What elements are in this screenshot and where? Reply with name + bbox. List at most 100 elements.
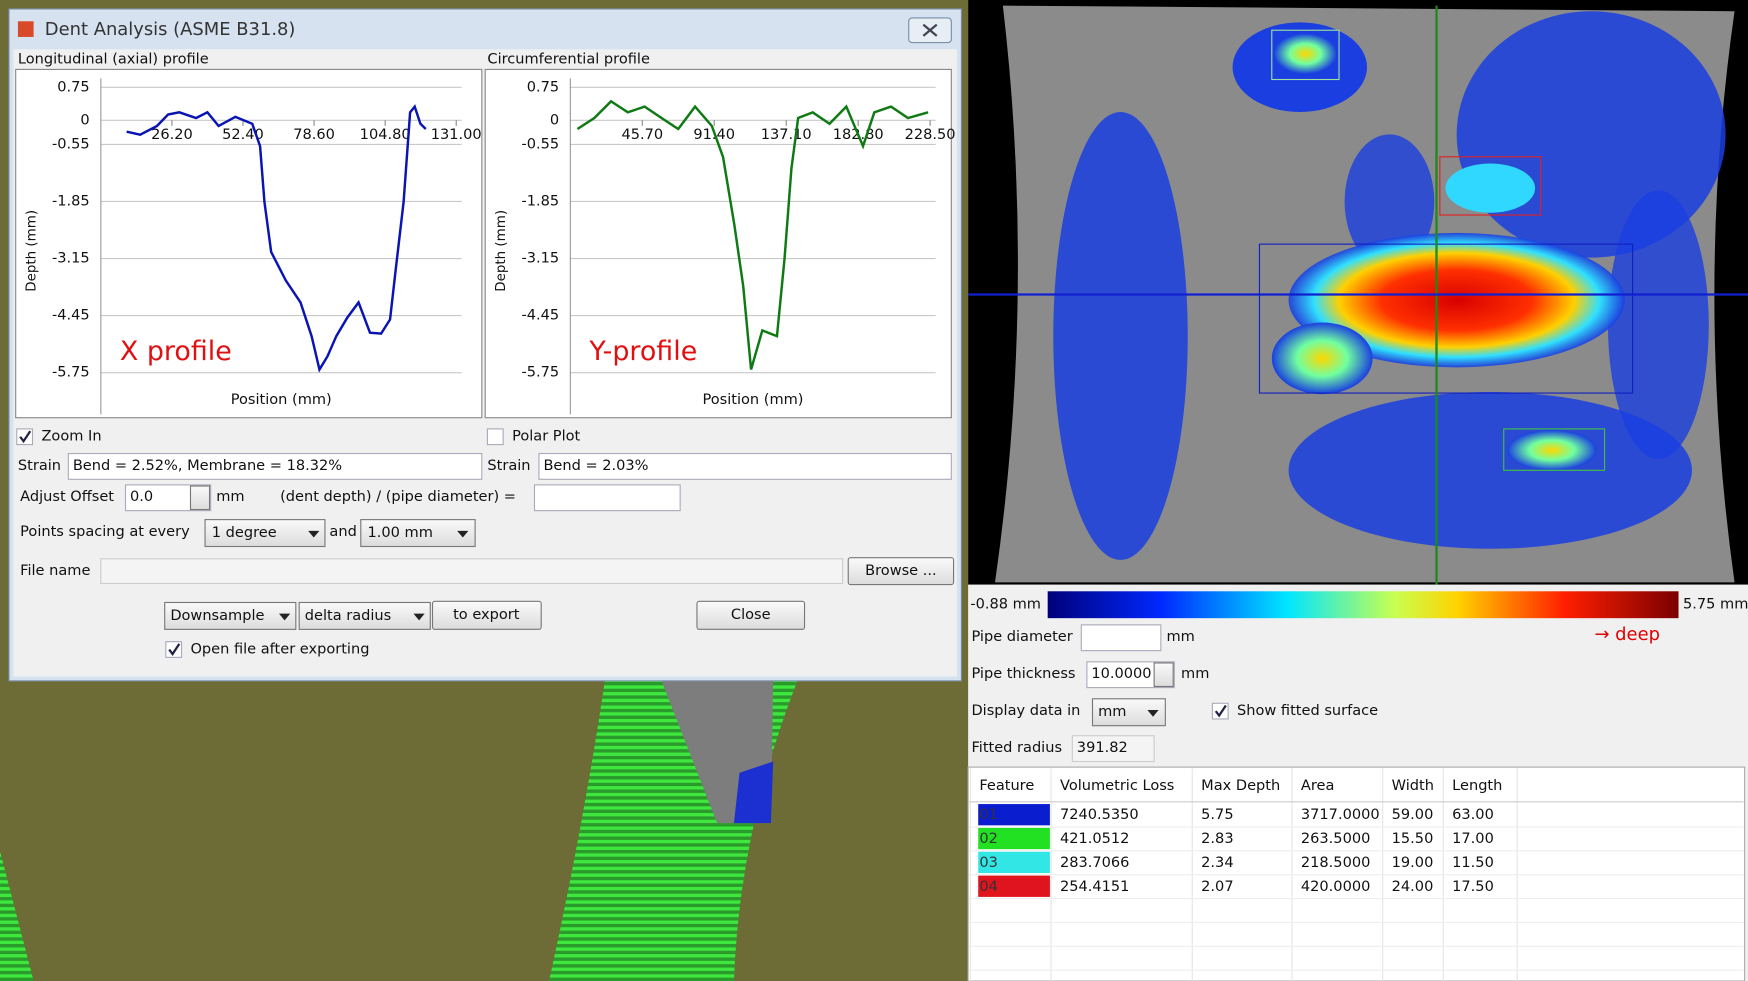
y-tick-label: -5.75 <box>521 364 559 381</box>
display-unit-value: mm <box>1098 703 1126 720</box>
pipe-thickness-label: Pipe thickness <box>971 665 1075 682</box>
and-label: and <box>329 523 356 540</box>
y-tick-label: -1.85 <box>521 192 559 209</box>
polar-plot-label: Polar Plot <box>512 428 580 445</box>
annotation: Y-profile <box>588 336 697 367</box>
y-tick-label: -0.55 <box>521 135 559 152</box>
downsample-label: Downsample <box>170 607 264 624</box>
annotation: X profile <box>120 336 232 367</box>
charts: Longitudinal (axial) profile 0.75 0 -0.55 -1… <box>16 50 956 417</box>
table-cell: 24.00 <box>1392 878 1434 895</box>
strain-value: Bend = 2.52%, Membrane = 18.32% <box>73 457 342 474</box>
x-axis-label: Position (mm) <box>702 391 803 408</box>
table-cell: 7240.5350 <box>1060 806 1139 823</box>
y-tick-label: 0.75 <box>57 78 89 95</box>
table-cell: 5.75 <box>1201 806 1233 823</box>
adjust-offset-label: Adjust Offset <box>20 488 114 505</box>
export-label: to export <box>453 606 520 623</box>
y-tick-label: 0 <box>550 111 559 128</box>
colorbar-min: -0.88 mm <box>970 596 1041 613</box>
y-axis-label: Depth (mm) <box>24 210 39 292</box>
y-tick-label: -5.75 <box>52 364 90 381</box>
x-tick-label: 131.00 <box>431 126 482 143</box>
table-cell: 3717.0000 <box>1301 806 1380 823</box>
y-tick-label: 0 <box>80 111 89 128</box>
x-tick-label: 78.60 <box>293 126 335 143</box>
length-value: 1.00 mm <box>368 524 433 541</box>
y-tick-label: -3.15 <box>52 250 90 267</box>
file-name-label: File name <box>20 562 90 579</box>
feature-region <box>1507 430 1597 470</box>
x-tick-label: 45.70 <box>621 126 663 143</box>
unit-label: mm <box>1166 628 1194 645</box>
feature-region <box>1445 164 1535 213</box>
angle-value: 1 degree <box>212 524 277 541</box>
y-tick-label: -3.15 <box>521 250 559 267</box>
zoom-in-label: Zoom In <box>41 428 101 445</box>
strain-value: Bend = 2.03% <box>543 457 648 474</box>
y-tick-label: -4.45 <box>521 307 559 324</box>
close-label: Close <box>731 606 771 623</box>
table-cell: 263.5000 <box>1301 830 1370 847</box>
column-header: Width <box>1392 777 1434 794</box>
checkbox[interactable] <box>487 429 503 445</box>
x-tick-label: 137.10 <box>761 126 812 143</box>
window-title: Dent Analysis (ASME B31.8) <box>45 19 296 40</box>
chart-title: Circumferential profile <box>487 50 650 67</box>
file-name-field[interactable] <box>101 559 843 584</box>
table-cell: 17.50 <box>1452 878 1494 895</box>
deep-note: → deep <box>1594 624 1659 645</box>
fitted-radius-value: 391.82 <box>1077 739 1128 756</box>
table-cell: 283.7066 <box>1060 854 1129 871</box>
table-cell: 59.00 <box>1392 806 1434 823</box>
show-fitted-label: Show fitted surface <box>1237 702 1378 719</box>
table-cell: 421.0512 <box>1060 830 1129 847</box>
fitted-radius-label: Fitted radius <box>971 739 1062 756</box>
table-cell: 19.00 <box>1392 854 1434 871</box>
y-tick-label: -4.45 <box>52 307 90 324</box>
screen: Dent Analysis (ASME B31.8) Longitudinal … <box>0 0 1748 981</box>
feature-id: 02 <box>979 830 998 847</box>
feature-id: 03 <box>979 854 998 871</box>
column-header: Max Depth <box>1201 777 1280 794</box>
column-header: Length <box>1452 777 1502 794</box>
table-cell: 11.50 <box>1452 854 1494 871</box>
table-cell: 218.5000 <box>1301 854 1370 871</box>
strain-label: Strain <box>487 457 530 474</box>
y-tick-label: -0.55 <box>52 135 90 152</box>
y-axis-label: Depth (mm) <box>494 210 509 292</box>
chart-title: Longitudinal (axial) profile <box>18 50 209 67</box>
y-tick-label: 0.75 <box>527 78 559 95</box>
table-cell: 15.50 <box>1392 830 1434 847</box>
pipe-thickness-value: 10.0000 <box>1091 665 1151 682</box>
table-cell: 63.00 <box>1452 806 1494 823</box>
spinner[interactable] <box>190 486 209 510</box>
table-cell: 2.07 <box>1201 878 1233 895</box>
column-header: Area <box>1301 777 1334 794</box>
open-file-label: Open file after exporting <box>190 641 369 658</box>
pipe-diameter-input[interactable] <box>1081 625 1161 651</box>
pipe-diameter-label: Pipe diameter <box>971 628 1072 645</box>
ratio-field[interactable] <box>534 485 680 511</box>
feature-id: 04 <box>979 878 998 895</box>
ratio-label: (dent depth) / (pipe diameter) = <box>280 488 516 505</box>
column-header: Feature <box>979 777 1034 794</box>
unit-label: mm <box>1181 665 1209 682</box>
app-icon <box>18 21 34 37</box>
unit-label: mm <box>216 488 244 505</box>
browse-label: Browse ... <box>865 562 936 579</box>
table-cell: 254.4151 <box>1060 878 1129 895</box>
offset-value: 0.0 <box>130 488 153 505</box>
feature-region <box>1274 34 1337 74</box>
table-cell: 420.0000 <box>1301 878 1370 895</box>
delta-radius-label: delta radius <box>305 607 391 624</box>
strain-label: Strain <box>18 457 61 474</box>
spinner[interactable] <box>1154 663 1173 687</box>
table-cell: 17.00 <box>1452 830 1494 847</box>
feature-id: 01 <box>979 806 998 823</box>
display-data-label: Display data in <box>971 702 1080 719</box>
colorbar-max: 5.75 mm <box>1683 596 1748 613</box>
colorbar <box>1048 591 1679 618</box>
table-cell: 2.83 <box>1201 830 1233 847</box>
points-spacing-label: Points spacing at every <box>20 523 190 540</box>
